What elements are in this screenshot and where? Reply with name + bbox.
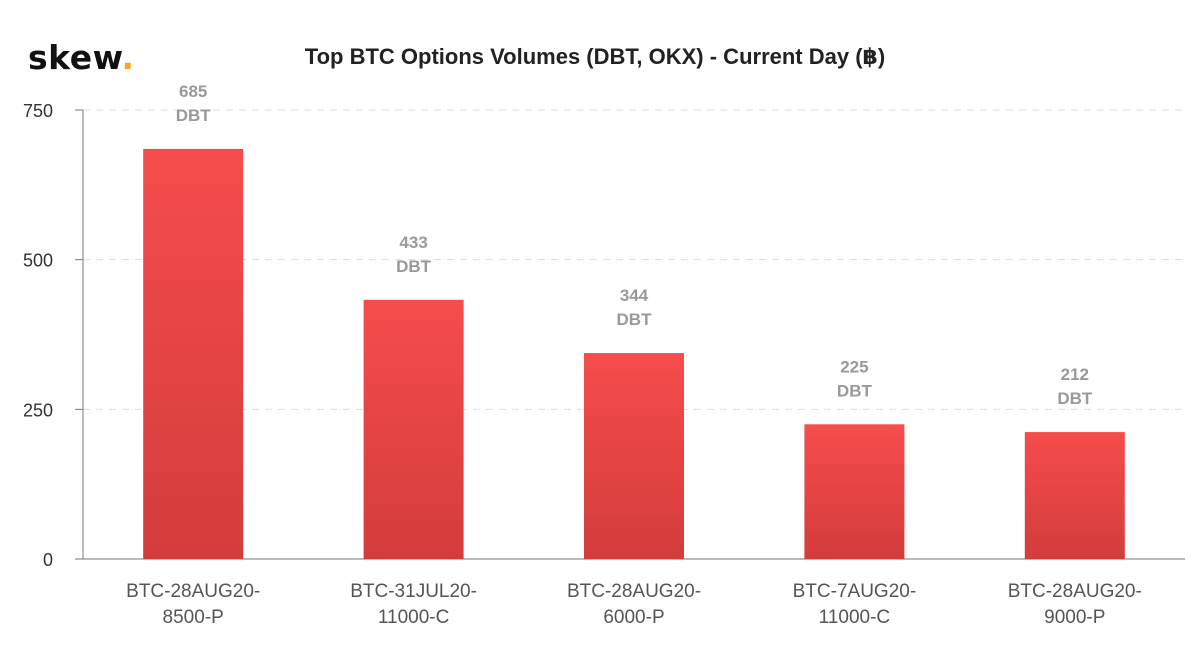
data-label-value: 344 <box>620 286 649 305</box>
data-label-unit: DBT <box>837 381 873 400</box>
x-tick-label-line2: 8500-P <box>163 607 224 628</box>
x-tick-label-line1: BTC-31JUL20- <box>350 581 477 602</box>
bar <box>363 299 464 559</box>
data-label-value: 212 <box>1061 365 1089 384</box>
x-tick-label-line2: 11000-C <box>378 607 449 628</box>
x-tick-label-line2: 9000-P <box>1044 607 1105 628</box>
chart-title: Top BTC Options Volumes (DBT, OKX) - Cur… <box>304 44 886 69</box>
data-label-value: 685 <box>179 82 207 101</box>
bar <box>143 148 244 559</box>
bar <box>1024 432 1125 559</box>
data-label-value: 225 <box>840 357 868 376</box>
y-tick-label: 0 <box>43 550 53 570</box>
x-tick-label-line2: 6000-P <box>603 607 664 628</box>
y-tick-label: 250 <box>23 400 53 420</box>
data-label-unit: DBT <box>617 310 653 329</box>
x-tick-label-line1: BTC-28AUG20- <box>126 581 260 602</box>
bar <box>804 424 905 559</box>
y-axis-ticks: 0 250 500 750 <box>23 101 83 570</box>
bar <box>584 353 684 559</box>
data-label-unit: DBT <box>176 106 212 125</box>
bars <box>143 148 1125 559</box>
x-axis-ticks: BTC-28AUG20- 8500-P BTC-31JUL20- 11000-C BTC… <box>126 581 1142 628</box>
x-tick-label-line1: BTC-28AUG20- <box>567 581 701 602</box>
logo-text: skew <box>28 38 122 77</box>
skew-logo: skew. <box>28 38 135 77</box>
x-tick-label-line1: BTC-28AUG20- <box>1008 581 1142 602</box>
y-tick-label: 500 <box>23 251 53 271</box>
y-tick-label: 750 <box>23 101 53 121</box>
data-label-unit: DBT <box>1057 389 1093 408</box>
logo-dot: . <box>121 38 135 77</box>
data-labels: 685 DBT 433 DBT 344 DBT 225 DBT 212 DBT <box>176 82 1093 408</box>
data-label-value: 433 <box>399 233 427 252</box>
x-tick-label-line1: BTC-7AUG20- <box>793 581 917 602</box>
data-label-unit: DBT <box>396 257 432 276</box>
x-tick-label-line2: 11000-C <box>819 607 890 628</box>
